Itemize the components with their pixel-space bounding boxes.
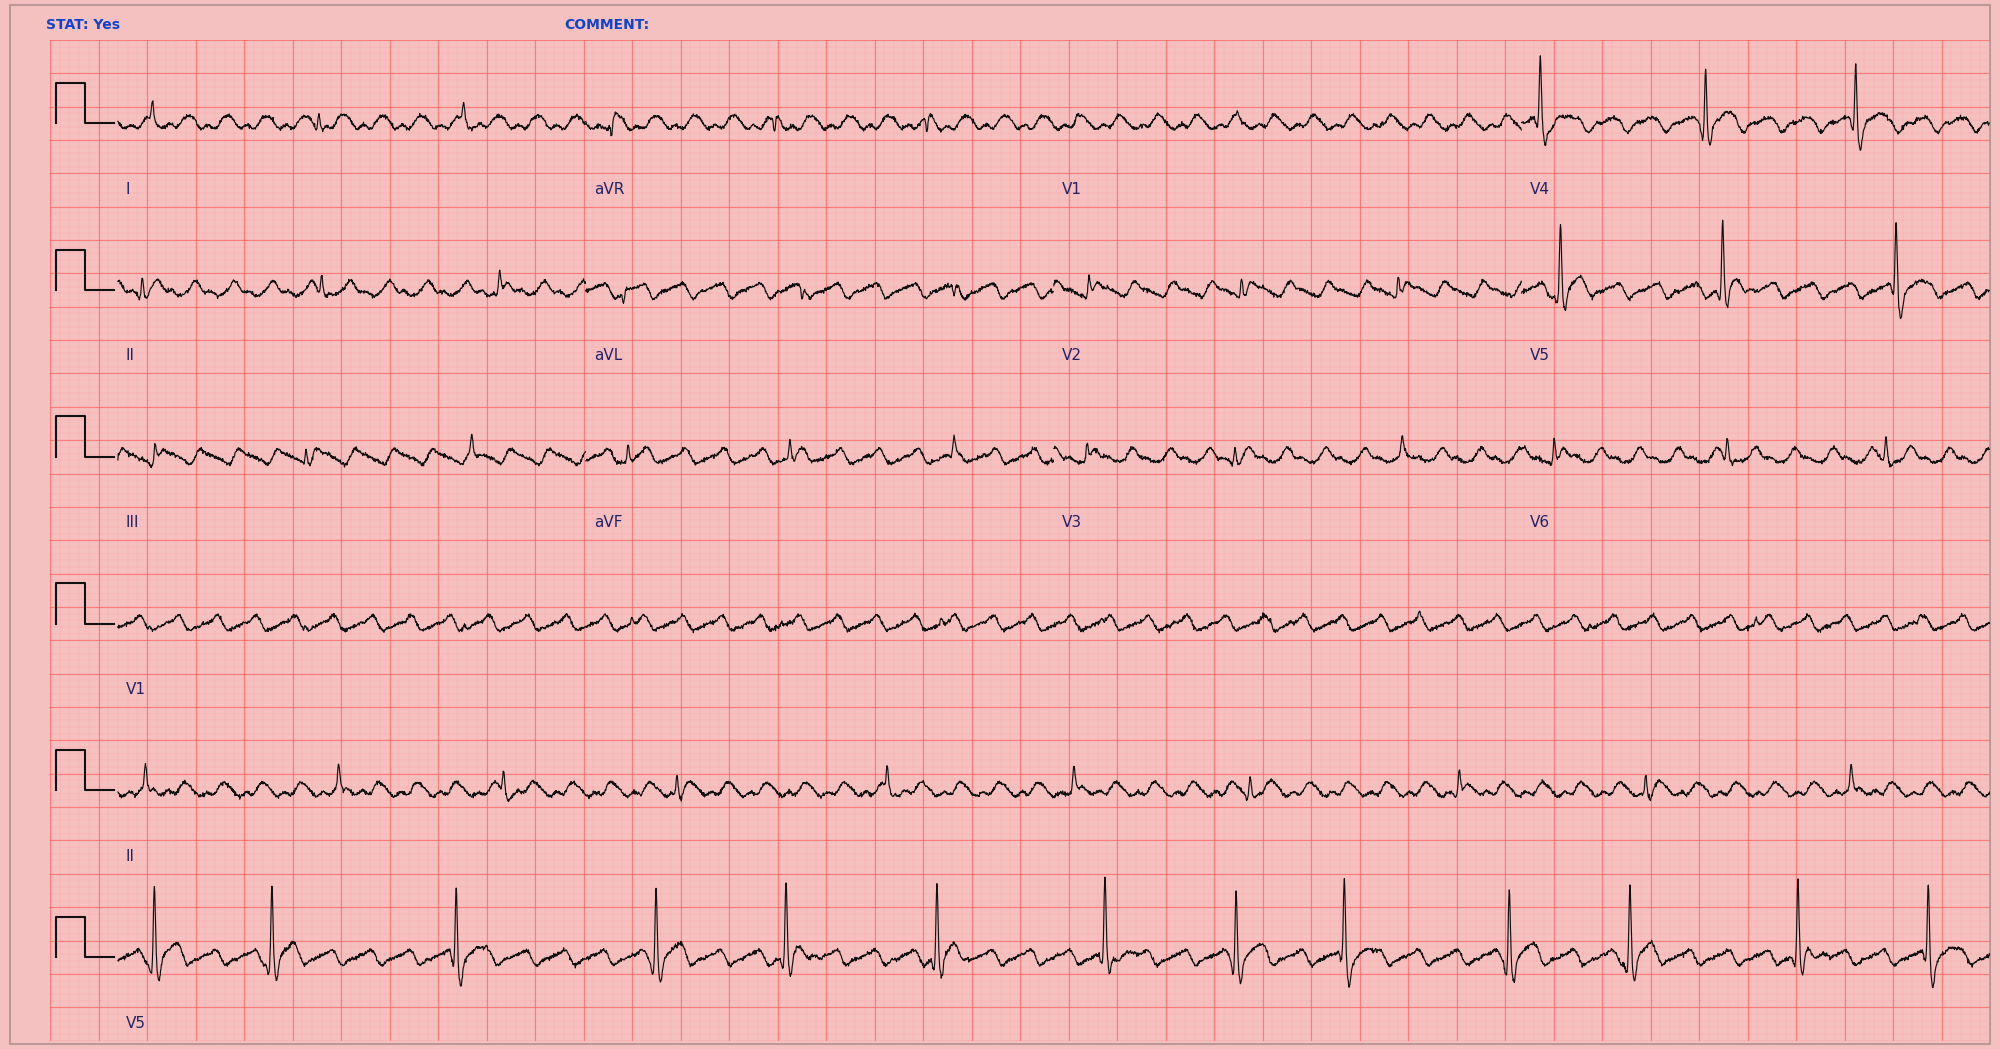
Text: V5: V5 <box>1530 348 1550 363</box>
Text: V4: V4 <box>1530 181 1550 196</box>
Text: V2: V2 <box>1062 348 1082 363</box>
Text: V1: V1 <box>1062 181 1082 196</box>
Text: aVR: aVR <box>594 181 624 196</box>
Text: V1: V1 <box>126 682 146 697</box>
Text: V5: V5 <box>126 1015 146 1030</box>
Text: I: I <box>126 181 130 196</box>
Text: V6: V6 <box>1530 515 1550 530</box>
Text: STAT: Yes: STAT: Yes <box>46 18 120 33</box>
Text: II: II <box>126 849 134 863</box>
Text: COMMENT:: COMMENT: <box>564 18 650 33</box>
Text: V3: V3 <box>1062 515 1082 530</box>
Text: aVF: aVF <box>594 515 622 530</box>
Text: aVL: aVL <box>594 348 622 363</box>
Text: III: III <box>126 515 140 530</box>
Text: II: II <box>126 348 134 363</box>
